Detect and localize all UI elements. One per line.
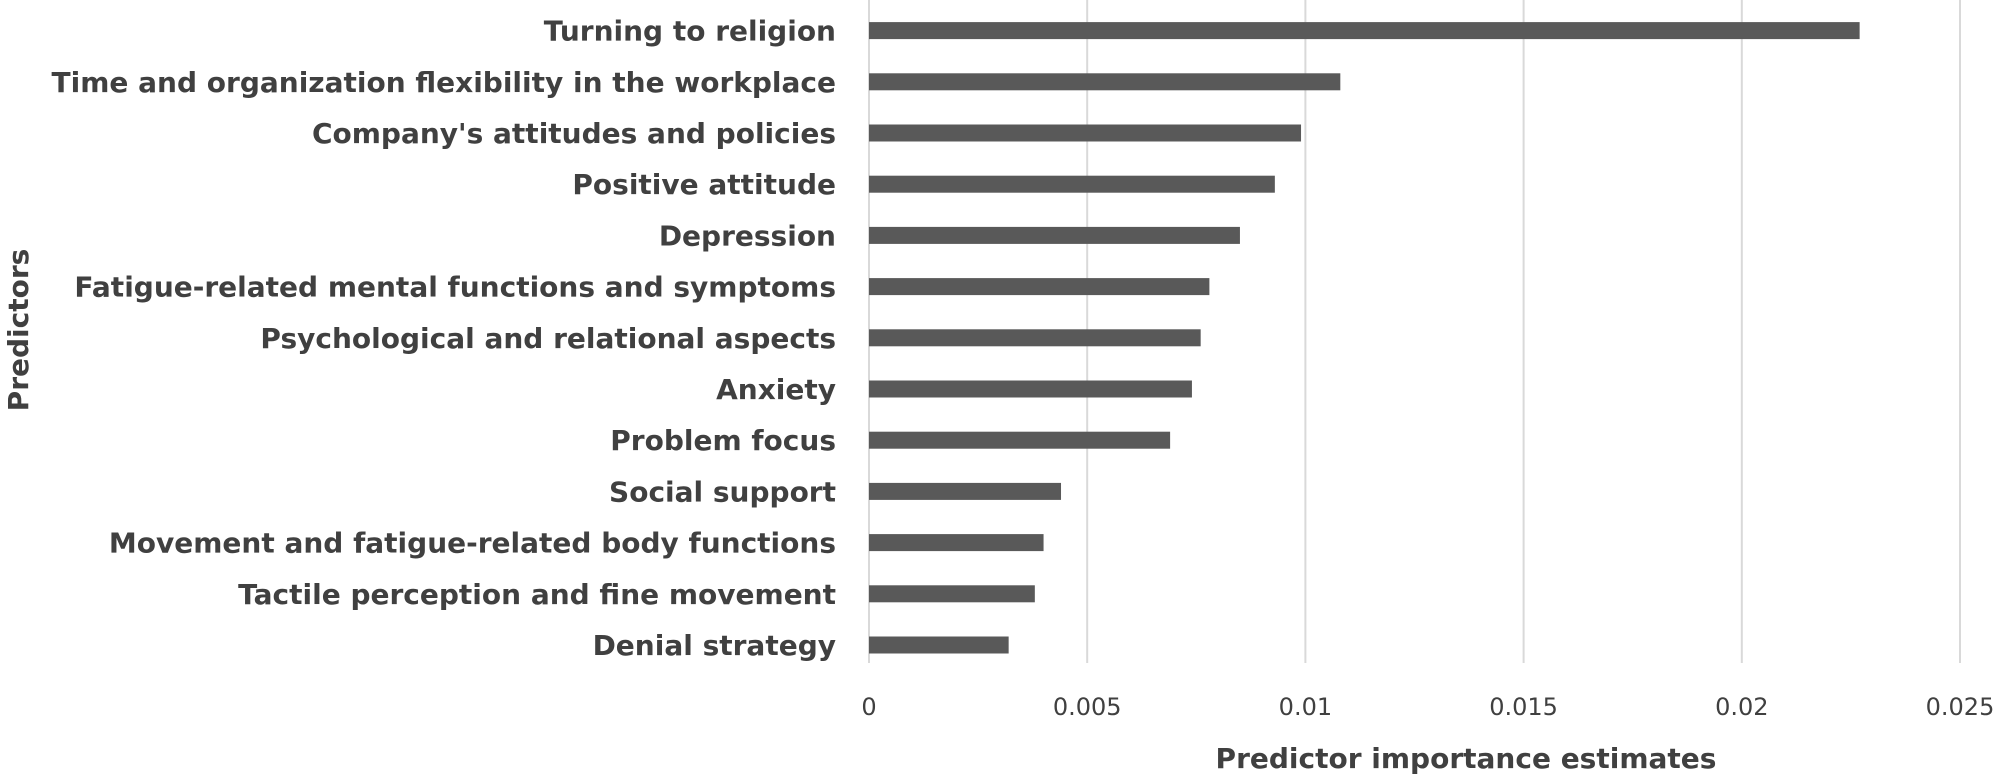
bar	[869, 482, 1062, 500]
bar	[869, 22, 1860, 40]
category-label: Social support	[609, 475, 836, 508]
bar	[869, 278, 1210, 296]
x-tick-label: 0.015	[1489, 693, 1558, 721]
category-label: Movement and fatigue-related body functi…	[109, 527, 836, 560]
y-axis-title: Predictors	[2, 249, 35, 412]
category-label: Denial strategy	[593, 629, 836, 662]
x-tick-label: 0.025	[1926, 693, 1995, 721]
x-tick-label: 0.005	[1053, 693, 1122, 721]
category-label: Tactile perception and fine movement	[238, 578, 836, 611]
bar	[869, 380, 1192, 398]
x-axis-title: Predictor importance estimates	[1216, 742, 1717, 775]
bar	[869, 534, 1044, 552]
category-labels: Turning to religion Time and organization…	[52, 15, 836, 662]
gridlines	[868, 0, 1961, 663]
category-label: Anxiety	[716, 373, 836, 406]
category-label: Psychological and relational aspects	[260, 322, 836, 355]
bar	[869, 226, 1240, 244]
x-tick-label: 0.01	[1279, 693, 1332, 721]
bar	[869, 329, 1201, 347]
bar	[869, 636, 1009, 654]
bar	[869, 124, 1302, 142]
category-label: Time and organization flexibility in the…	[52, 66, 836, 99]
bars	[869, 22, 1860, 654]
x-tick-label: 0	[861, 693, 876, 721]
category-label: Turning to religion	[544, 15, 836, 48]
category-label: Depression	[659, 219, 836, 252]
bar	[869, 73, 1341, 91]
bar	[869, 431, 1171, 449]
category-label: Fatigue-related mental functions and sym…	[74, 271, 836, 304]
category-label: Positive attitude	[572, 168, 836, 201]
category-label: Problem focus	[610, 424, 836, 457]
x-tick-labels: 0 0.005 0.01 0.015 0.02 0.025	[861, 693, 1994, 721]
bar	[869, 175, 1275, 193]
bar	[869, 585, 1035, 603]
category-label: Company's attitudes and policies	[312, 117, 836, 150]
x-tick-label: 0.02	[1715, 693, 1768, 721]
